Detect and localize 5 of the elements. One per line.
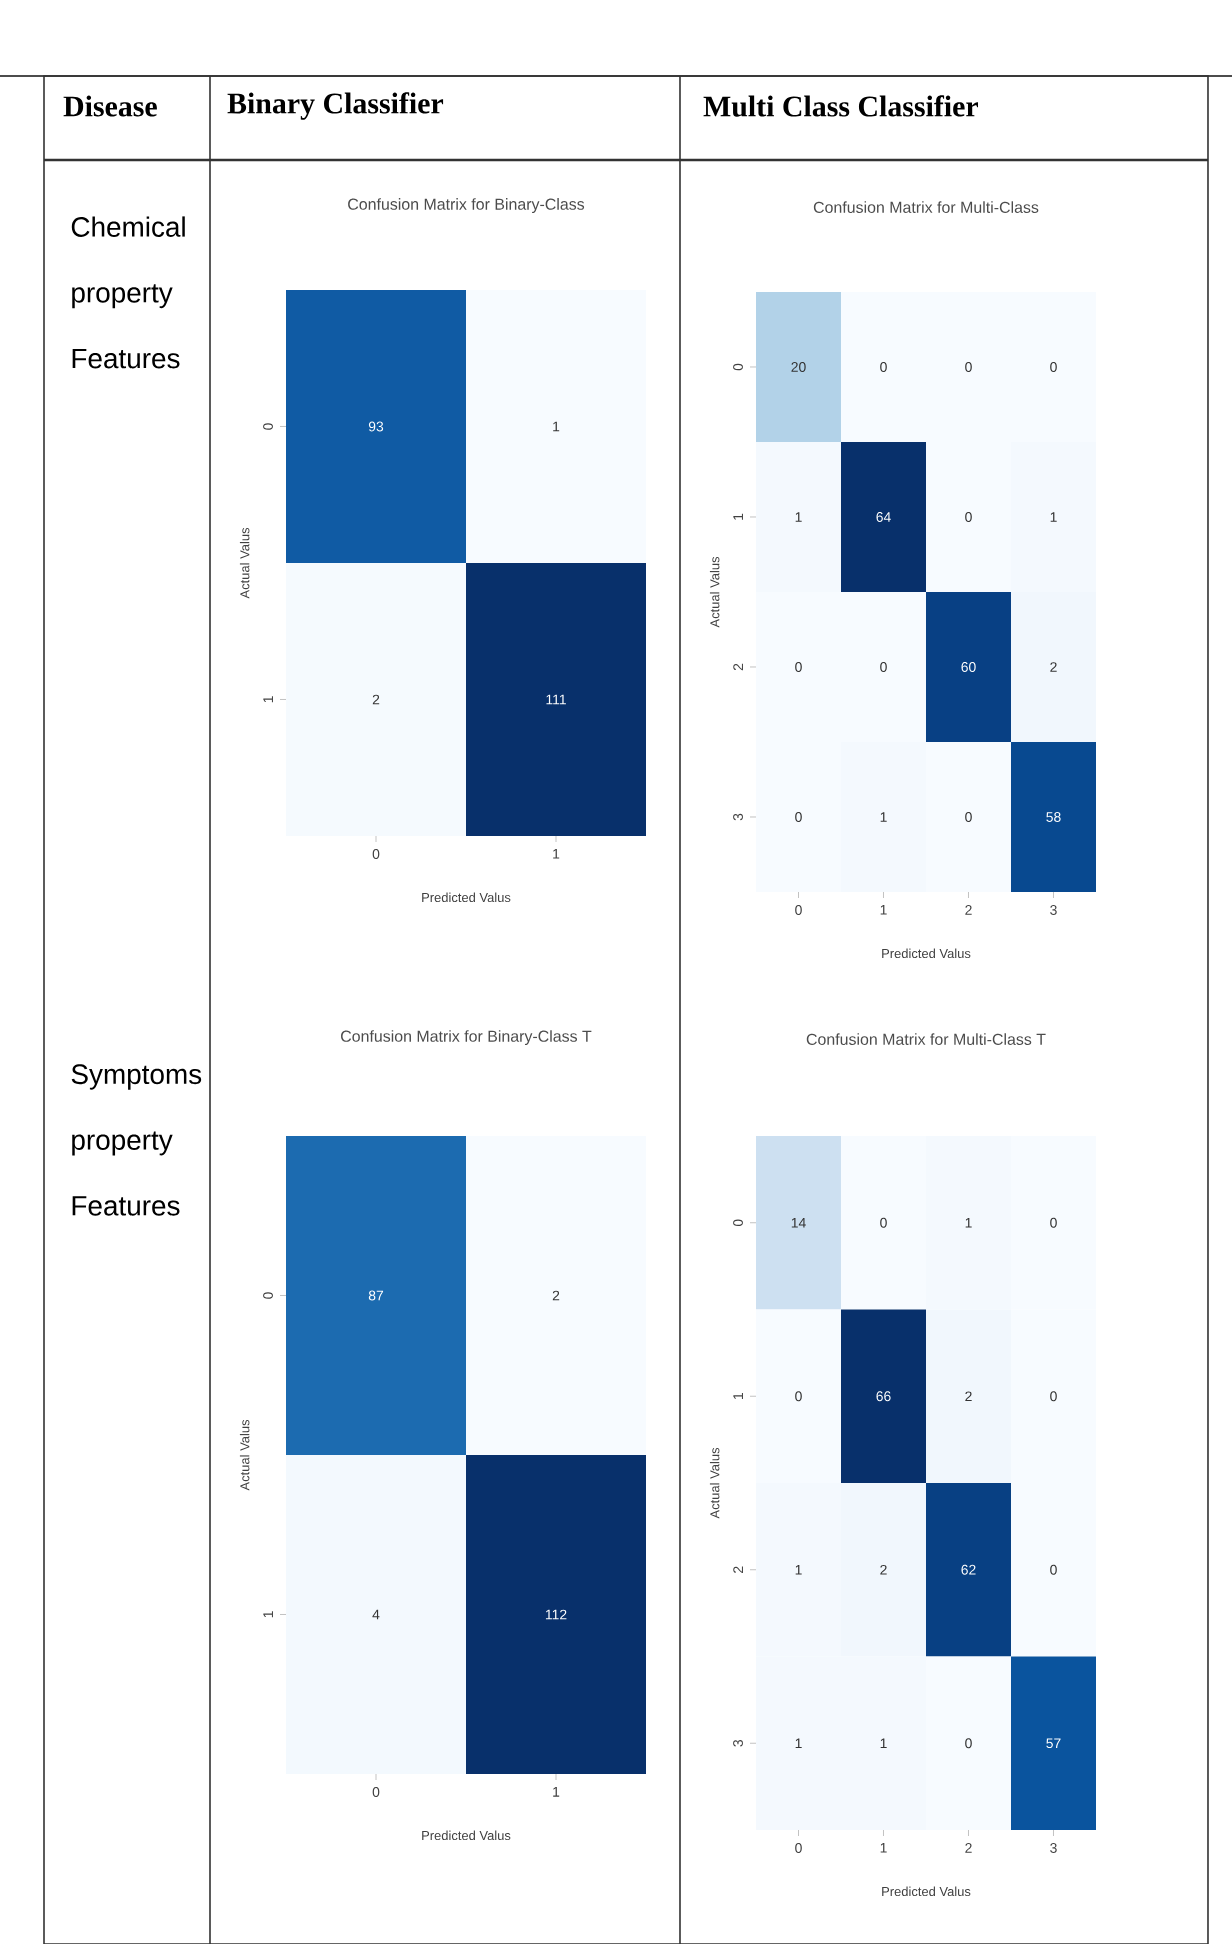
text: Multi Class Classifier (703, 95, 979, 117)
text: Disease (63, 95, 157, 117)
text: Symptoms property Features (71, 1064, 202, 1216)
text: Binary Classifier (227, 92, 444, 120)
text: Chemical property Features (71, 216, 185, 369)
